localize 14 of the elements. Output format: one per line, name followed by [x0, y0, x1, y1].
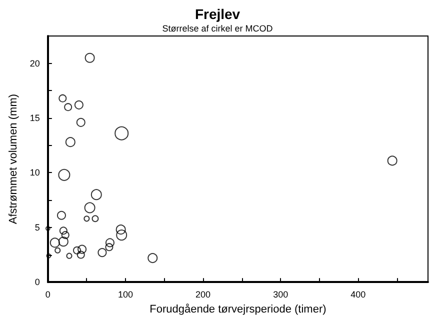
x-tick-label: 0 [45, 290, 50, 300]
x-axis-title: Forudgående tørvejrsperiode (timer) [150, 304, 326, 316]
y-tick-label: 10 [30, 168, 40, 178]
y-axis-title: Afstrømmet volumen (mm) [8, 94, 20, 224]
y-tick-label: 20 [30, 58, 40, 68]
x-tick-label: 300 [273, 290, 288, 300]
y-tick-label: 5 [34, 222, 40, 232]
y-tick-label: 15 [30, 113, 40, 124]
x-tick-label: 200 [196, 290, 211, 300]
x-tick-label: 400 [350, 290, 366, 300]
y-tick-label: 0 [34, 277, 40, 288]
x-tick-label: 100 [118, 290, 133, 300]
chart-subtitle: Størrelse af cirkel er MCOD [162, 24, 274, 34]
chart-title: Frejlev [194, 6, 240, 22]
